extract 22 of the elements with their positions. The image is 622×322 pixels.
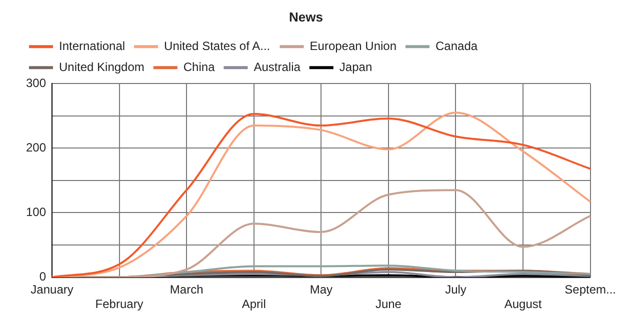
x-tick-label: April: [242, 297, 266, 312]
x-tick-label: Septem...: [564, 282, 616, 297]
legend-label: Japan: [339, 60, 372, 74]
legend-label: United Kingdom: [59, 60, 144, 74]
x-tick-label: August: [504, 297, 542, 312]
x-tick-label: May: [310, 282, 333, 297]
legend-label: International: [59, 38, 126, 53]
y-tick-label: 0: [39, 270, 46, 284]
x-tick-label: February: [95, 297, 144, 312]
chart-title: News: [289, 9, 323, 24]
legend-label: European Union: [310, 38, 397, 53]
legend-label: China: [183, 60, 216, 74]
y-tick-label: 300: [26, 76, 46, 90]
legend-label: United States of A...: [164, 38, 270, 53]
x-tick-label: January: [30, 282, 74, 297]
y-tick-label: 100: [26, 204, 46, 219]
y-tick-label: 200: [26, 140, 46, 154]
x-tick-label: March: [170, 282, 204, 297]
x-tick-label: June: [375, 297, 402, 312]
legend-label: Australia: [254, 60, 301, 74]
legend-label: Canada: [436, 38, 478, 53]
x-tick-label: July: [445, 282, 466, 297]
